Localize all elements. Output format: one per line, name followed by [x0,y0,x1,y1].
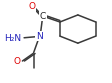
Text: C: C [40,12,46,21]
Text: O: O [28,2,35,11]
Text: H₂N: H₂N [4,34,21,43]
Text: N: N [36,32,43,41]
Text: O: O [14,57,21,66]
